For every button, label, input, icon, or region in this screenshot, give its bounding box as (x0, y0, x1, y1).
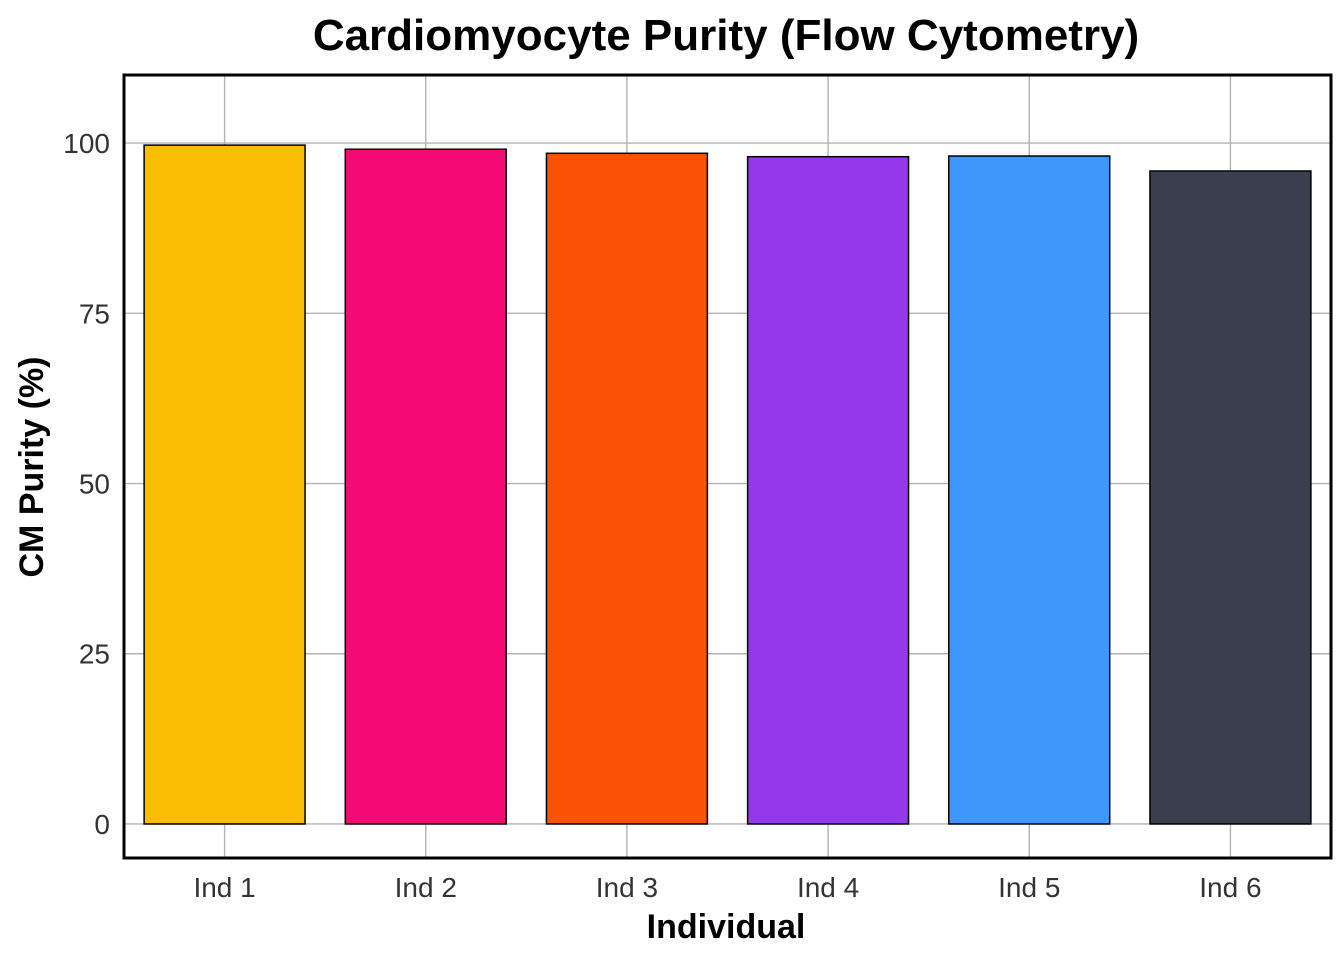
x-tick-label: Ind 3 (596, 872, 658, 903)
bar-ind-5 (948, 155, 1111, 825)
x-axis-ticks: Ind 1 Ind 2 Ind 3 Ind 4 Ind 5 Ind 6 (193, 872, 1261, 903)
x-tick-label: Ind 5 (998, 872, 1060, 903)
y-tick-label: 25 (79, 639, 110, 670)
bar-ind-1 (143, 144, 306, 825)
bar-ind-3 (545, 152, 709, 825)
x-tick-label: Ind 6 (1199, 872, 1261, 903)
bars (143, 144, 1312, 825)
y-axis-title: CM Purity (%) (13, 357, 51, 578)
x-axis-title: Individual (647, 908, 806, 946)
bar-ind-6 (1149, 170, 1312, 825)
x-tick-label: Ind 1 (193, 872, 255, 903)
x-tick-label: Ind 2 (395, 872, 457, 903)
bar-ind-4 (746, 155, 910, 825)
y-tick-label: 75 (79, 298, 110, 329)
chart-title: Cardiomyocyte Purity (Flow Cytometry) (313, 11, 1139, 60)
plot-panel-border (122, 73, 1333, 860)
y-axis-ticks: 0 25 50 75 100 (63, 128, 110, 840)
y-tick-label: 0 (94, 809, 110, 840)
x-tick-label: Ind 4 (797, 872, 859, 903)
y-tick-label: 50 (79, 469, 110, 500)
y-tick-label: 100 (63, 128, 110, 159)
bar-ind-2 (344, 148, 507, 825)
